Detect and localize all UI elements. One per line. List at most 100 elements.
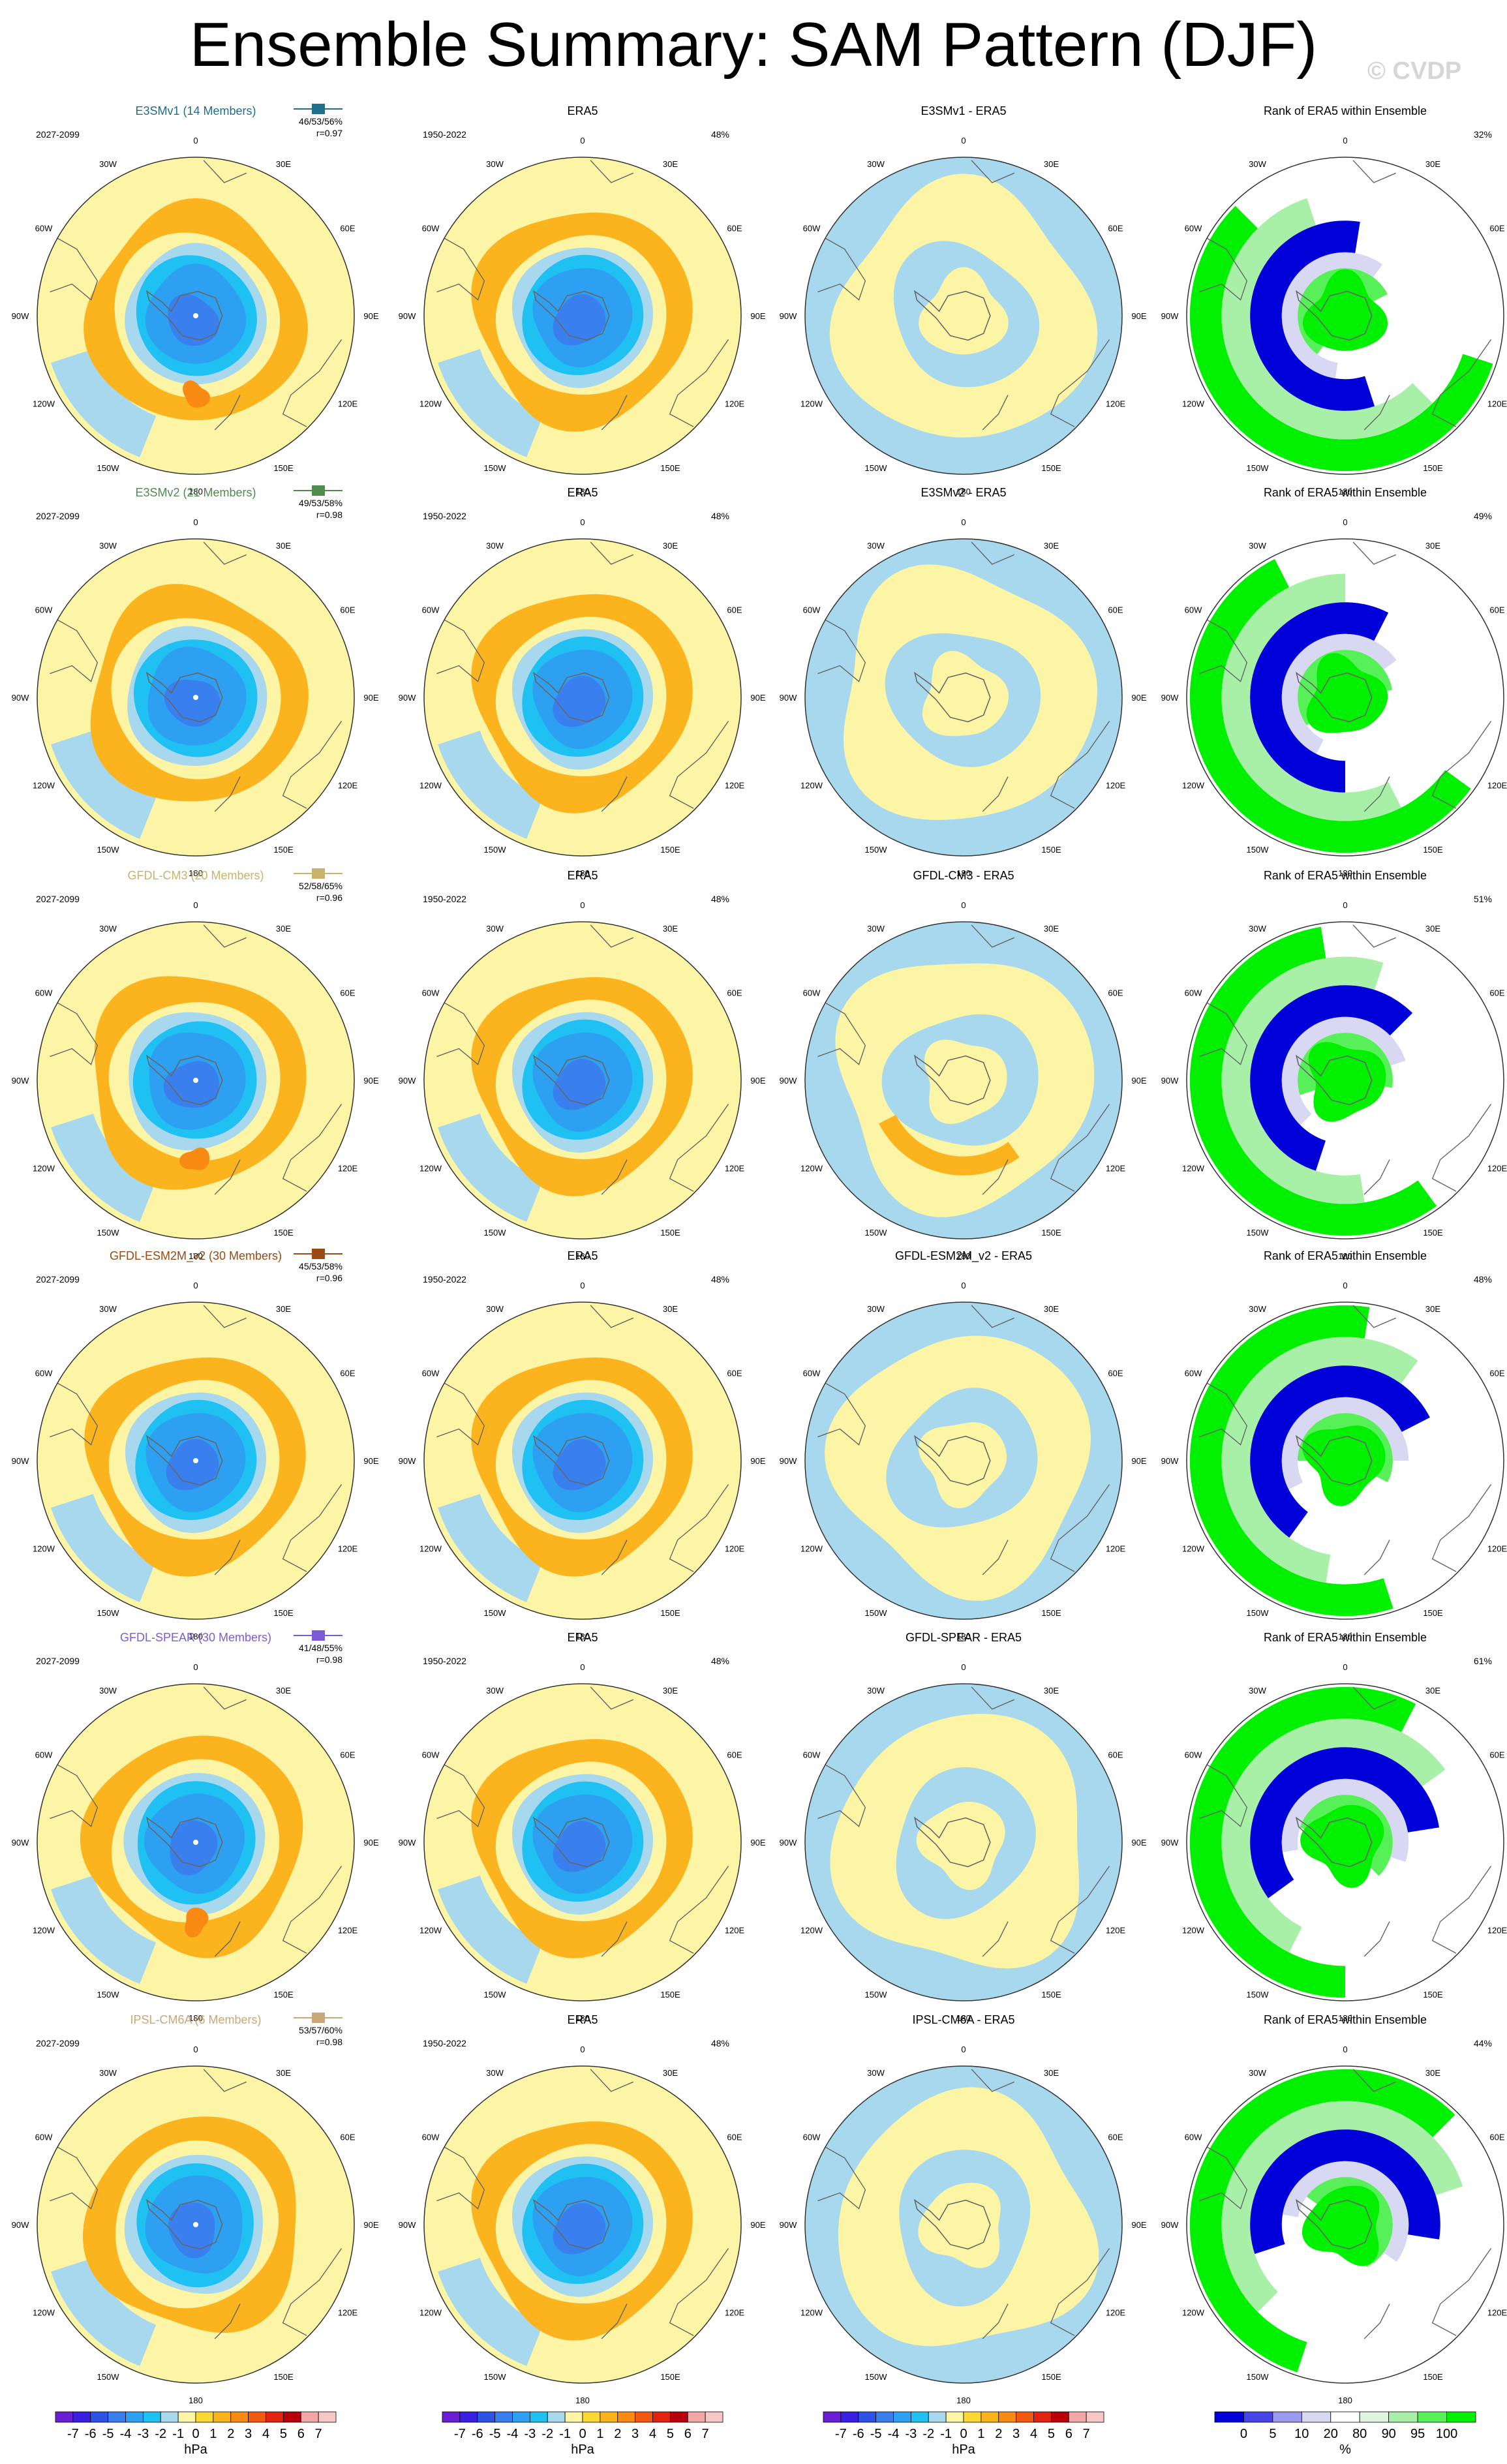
lon-label: 120W [800,1164,823,1174]
pole-marker [193,1840,198,1845]
lon-label: 90W [780,693,797,703]
lon-label: 0 [1343,1281,1347,1290]
colorbar-box [617,2411,636,2423]
lon-label: 30W [867,541,885,551]
lon-label: 180 [575,1251,590,1261]
colorbar-box [963,2411,982,2423]
lon-label: 120W [419,1164,442,1174]
lon-label: 30E [1425,924,1440,934]
lon-label: 90W [12,1076,29,1086]
colorbar-box [1016,2411,1034,2423]
lon-label: 180 [956,1632,971,1641]
colorbar-box [442,2411,461,2423]
lon-label: 150E [1041,2372,1061,2382]
panel-title: Rank of ERA5 within Ensemble [1264,486,1427,499]
lon-label: 0 [1343,2045,1347,2054]
colorbar-box [108,2411,126,2423]
map-field [805,2066,1122,2383]
lon-label: 30E [1044,2068,1059,2078]
south-america-coastline [808,2137,866,2210]
rank-band [1282,2161,1409,2262]
panel-era5-1: ERA5 1950-2022 48% 0 30E 60E 90E 120E 150E 180 150… [399,486,766,878]
lon-label: 60E [1489,1369,1504,1378]
map-field [37,922,354,1239]
africa-coastline [203,1305,247,1328]
period-label: 1950-2022 [423,894,466,904]
africa-coastline [590,2069,634,2092]
new-zealand-coastline [601,2304,628,2339]
lon-label: 120W [1182,1926,1205,1936]
lon-label: 120W [33,781,55,791]
lon-label: 150W [484,1990,507,2000]
lon-label: 30E [1044,159,1059,169]
lon-label: 60E [727,988,742,998]
colorbar-box [72,2411,91,2423]
australia-coastline [1050,1866,1110,1954]
colorbar-box [1446,2411,1476,2423]
rank-band [1250,1747,1440,1898]
lon-label: 150E [1423,463,1443,473]
lon-label: 30W [99,159,117,169]
map-border [37,2065,355,2384]
new-zealand-coastline [214,1540,241,1575]
lon-label: 120E [1487,399,1507,409]
lon-label: 30E [276,1686,291,1696]
colorbar-tick: -7 [835,2427,847,2441]
colorbar-units: hPa [952,2442,975,2457]
south-america-coastline [1189,2137,1248,2210]
africa-coastline [971,1305,1015,1328]
lon-label: 150E [1041,1990,1061,2000]
lon-label: 60E [1108,1369,1123,1378]
lon-label: 150E [660,1228,680,1238]
lon-label: 0 [961,1662,966,1672]
rank-band [1221,573,1402,821]
colorbar-tick: 2 [227,2427,234,2441]
australia-coastline [669,1484,729,1572]
lon-label: 150E [660,1990,680,2000]
stats-label: 41/48/55% [299,1643,342,1653]
colorbar-tick: 6 [297,2427,305,2441]
period-label: 2027-2099 [36,129,80,140]
antarctica-coastline [1295,671,1373,723]
rank-band [1250,2129,1440,2255]
colorbar-box [652,2411,671,2423]
colorbar-box [1417,2411,1447,2423]
lon-label: 60E [1489,224,1504,234]
south-america-coastline [427,992,485,1065]
lon-label: 30E [663,159,678,169]
colorbar-tick: 1 [977,2427,984,2441]
pct-label: 48% [711,1656,729,1666]
lon-label: 120W [800,781,823,791]
new-zealand-coastline [214,395,241,431]
lon-label: 60W [422,988,440,998]
new-zealand-coastline [601,395,628,431]
africa-coastline [203,160,247,183]
colorbar-tick: 20 [1324,2427,1338,2441]
panel-title: Rank of ERA5 within Ensemble [1264,1631,1427,1644]
lon-label: 120E [338,781,358,791]
map-border [804,538,1123,857]
lon-label: 150W [97,463,120,473]
colorbar-tick: 5 [667,2427,674,2441]
watermark: © CVDP [1367,57,1462,85]
period-label: 1950-2022 [423,511,466,521]
colorbar-box [582,2411,601,2423]
lon-label: 60E [1489,1750,1504,1760]
lon-label: 90E [363,1076,378,1086]
rank-band [1189,926,1437,1236]
lon-label: 120E [1487,1164,1507,1174]
colorbar-tick: -4 [888,2427,900,2441]
rank-band [1221,1337,1418,1583]
colorbar-box [55,2411,74,2423]
lon-label: 120E [338,399,358,409]
lon-label: 150W [1247,845,1270,855]
colorbar-tick: 0 [1240,2427,1247,2441]
period-label: 2027-2099 [36,894,80,904]
panel-title: E3SMv2 (21 Members) [135,486,256,499]
colorbar-box [840,2411,859,2423]
map-border [423,157,742,475]
colorbar-box [945,2411,964,2423]
colorbar-tick: 3 [245,2427,252,2441]
new-zealand-coastline [982,1540,1009,1575]
lon-label: 30E [1425,541,1440,551]
